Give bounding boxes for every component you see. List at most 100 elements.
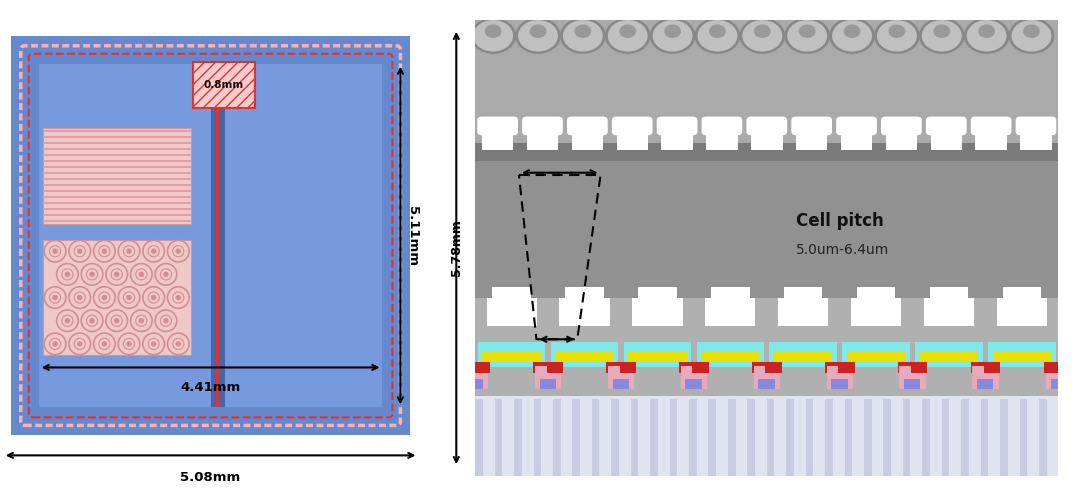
Bar	[786, 399, 794, 476]
Bar	[1000, 399, 1008, 476]
Bar	[841, 125, 873, 150]
Circle shape	[650, 18, 694, 53]
Circle shape	[889, 25, 905, 37]
Bar	[972, 366, 998, 389]
Bar	[851, 298, 901, 325]
Bar	[754, 366, 780, 389]
Circle shape	[78, 249, 82, 253]
Bar	[39, 64, 382, 407]
Bar	[43, 136, 190, 138]
Text: 5.78mm: 5.78mm	[449, 220, 463, 276]
Circle shape	[151, 249, 156, 253]
Bar	[475, 20, 1058, 143]
Bar	[43, 154, 190, 156]
Bar	[670, 399, 677, 476]
Circle shape	[151, 342, 156, 346]
Bar	[1002, 287, 1041, 305]
Bar	[192, 62, 255, 108]
Bar	[754, 366, 780, 389]
Circle shape	[576, 25, 591, 37]
FancyBboxPatch shape	[567, 117, 608, 135]
Bar	[689, 399, 697, 476]
Bar	[475, 161, 1058, 303]
Circle shape	[1010, 18, 1054, 53]
Circle shape	[1024, 25, 1039, 37]
Bar	[692, 362, 708, 373]
Bar	[897, 362, 914, 373]
Bar	[483, 351, 541, 361]
Bar	[779, 298, 828, 325]
Bar	[211, 64, 225, 407]
Bar	[864, 399, 872, 476]
Bar	[638, 287, 677, 305]
Circle shape	[474, 21, 512, 51]
Bar	[623, 342, 691, 367]
Bar	[487, 298, 537, 325]
Bar	[536, 366, 562, 389]
Bar	[856, 287, 895, 305]
Bar	[931, 125, 962, 150]
Bar	[905, 379, 921, 389]
Bar	[825, 399, 833, 476]
Bar	[747, 399, 755, 476]
Bar	[553, 399, 561, 476]
Bar	[680, 366, 706, 389]
Bar	[977, 379, 994, 389]
Bar	[796, 125, 827, 150]
FancyBboxPatch shape	[702, 117, 742, 135]
Circle shape	[53, 342, 57, 346]
Bar	[43, 190, 190, 192]
Bar	[555, 351, 613, 361]
Circle shape	[139, 319, 144, 323]
Bar	[827, 366, 853, 389]
Bar	[904, 379, 920, 389]
Bar	[924, 298, 974, 325]
Circle shape	[151, 296, 156, 300]
Bar	[43, 178, 190, 180]
Text: 5.11mm: 5.11mm	[406, 206, 419, 265]
Bar	[43, 208, 190, 210]
Bar	[922, 399, 930, 476]
Circle shape	[608, 21, 647, 51]
Circle shape	[103, 249, 106, 253]
Circle shape	[66, 272, 69, 276]
Bar	[1051, 379, 1067, 389]
Circle shape	[964, 18, 1009, 53]
Circle shape	[139, 272, 144, 276]
Bar	[534, 399, 541, 476]
Bar	[592, 399, 599, 476]
Bar	[43, 172, 190, 174]
FancyBboxPatch shape	[746, 117, 787, 135]
Circle shape	[103, 342, 106, 346]
Text: Cell pitch: Cell pitch	[796, 212, 883, 230]
Bar	[43, 196, 190, 198]
Bar	[697, 342, 765, 367]
Bar	[477, 342, 545, 367]
Circle shape	[922, 21, 961, 51]
FancyBboxPatch shape	[971, 117, 1012, 135]
Bar	[650, 399, 658, 476]
Circle shape	[127, 342, 131, 346]
Bar	[758, 379, 774, 389]
Text: 5.08mm: 5.08mm	[180, 471, 241, 485]
Bar	[752, 362, 768, 373]
Circle shape	[78, 342, 82, 346]
Circle shape	[561, 18, 605, 53]
Circle shape	[66, 319, 69, 323]
Circle shape	[485, 25, 501, 37]
Bar	[572, 399, 580, 476]
Circle shape	[90, 319, 94, 323]
Bar	[930, 287, 969, 305]
Circle shape	[53, 296, 57, 300]
Bar	[961, 399, 969, 476]
Circle shape	[516, 18, 561, 53]
Circle shape	[606, 18, 650, 53]
Text: 5.0um-6.4um: 5.0um-6.4um	[796, 243, 889, 257]
Bar	[988, 342, 1056, 367]
Bar	[766, 362, 782, 373]
Circle shape	[878, 21, 916, 51]
Bar	[475, 298, 1058, 476]
Circle shape	[845, 25, 860, 37]
Bar	[993, 351, 1051, 361]
Bar	[903, 399, 910, 476]
